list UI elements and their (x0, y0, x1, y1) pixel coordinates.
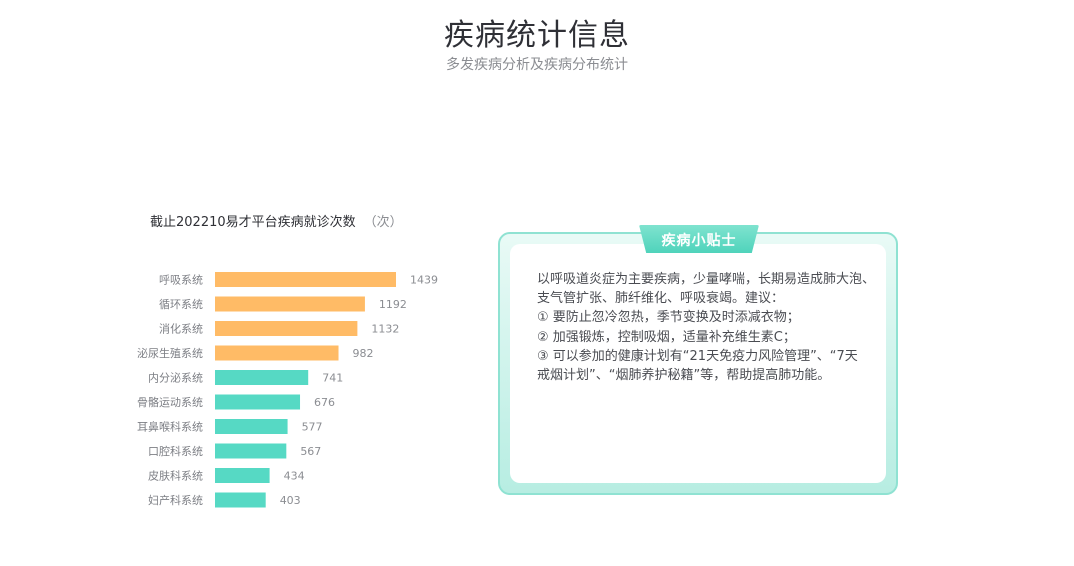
bar-value-label: 1132 (371, 323, 399, 336)
category-label: 耳鼻喉科系统 (137, 420, 203, 434)
category-label: 泌尿生殖系统 (137, 346, 203, 360)
category-label: 皮肤科系统 (148, 469, 203, 483)
tips-line: 戒烟计划”、“烟肺养护秘籍”等，帮助提高肺功能。 (537, 368, 831, 384)
bar-value-label: 434 (284, 470, 305, 483)
bar (215, 321, 358, 336)
bar (215, 296, 365, 312)
tips-card-inner (510, 244, 886, 483)
bar-value-label: 982 (353, 347, 374, 360)
category-label: 口腔科系统 (148, 444, 203, 458)
tips-line: ② 加强锻炼，控制吸烟，适量补充维生素C； (537, 329, 796, 345)
tips-line: ① 要防止忽冷忽热，季节变换及时添减衣物； (537, 310, 800, 326)
bar-value-label: 1439 (410, 274, 438, 287)
page-title: 疾病统计信息 (444, 18, 630, 53)
category-label: 内分泌系统 (148, 371, 203, 385)
bar-value-label: 577 (302, 421, 323, 434)
bar (215, 419, 288, 434)
category-label: 循环系统 (159, 298, 203, 311)
chart-caption-text: 截止202210易才平台疾病就诊次数 (150, 215, 356, 230)
bar-value-label: 676 (314, 396, 335, 409)
bar-value-label: 567 (300, 445, 321, 458)
bar (215, 345, 339, 361)
category-label: 骨骼运动系统 (137, 395, 203, 409)
bar (215, 443, 287, 459)
tips-title: 疾病小贴士 (661, 233, 737, 249)
category-label: 消化系统 (159, 322, 203, 336)
category-label: 呼吸系统 (159, 274, 203, 287)
tips-line: 支气管扩张、肺纤维化、呼吸衰竭。建议： (537, 291, 785, 307)
chart-caption-unit: （次） (363, 215, 403, 230)
bar (215, 492, 266, 508)
bar (215, 394, 301, 410)
bar (215, 468, 270, 483)
page-subtitle: 多发疾病分析及疾病分布统计 (446, 57, 628, 73)
chart-caption: 截止202210易才平台疾病就诊次数 （次） (150, 211, 403, 230)
bar-value-label: 403 (280, 494, 301, 507)
category-label: 妇产科系统 (148, 493, 203, 507)
tips-title-tab (639, 225, 759, 253)
bar (215, 370, 309, 385)
bar-value-label: 741 (322, 372, 343, 385)
tips-body: 以呼吸道炎症为主要疾病，少量哮喘，长期易造成肺大泡、 支气管扩张、肺纤维化、呼吸… (537, 270, 877, 385)
tips-card (498, 232, 898, 495)
bar (215, 272, 396, 287)
tips-line: ③ 可以参加的健康计划有“21天免疫力风险管理”、“7天 (537, 348, 858, 364)
bar-value-label: 1192 (379, 298, 407, 311)
tips-line: 以呼吸道炎症为主要疾病，少量哮喘，长期易造成肺大泡、 (537, 272, 876, 287)
